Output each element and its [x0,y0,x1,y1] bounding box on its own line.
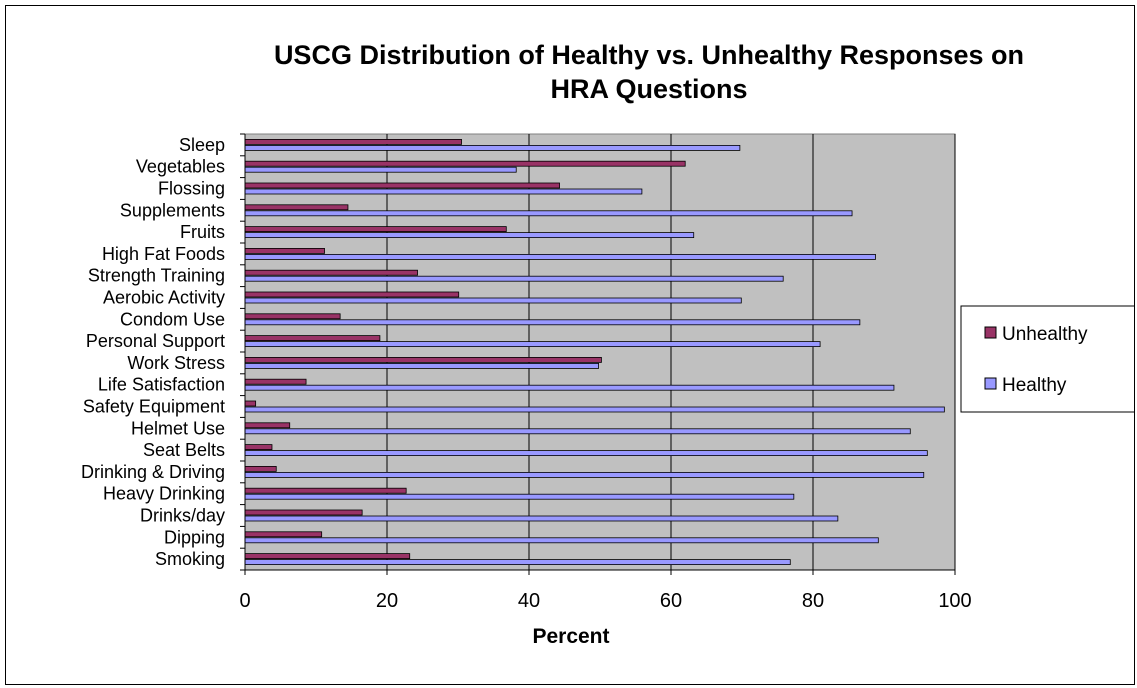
bar-healthy-condom-use [244,319,861,326]
category-label: Smoking [155,549,225,569]
bar-healthy-safety-equipment [244,406,945,413]
bar-healthy-sleep [244,144,741,151]
bar-unhealthy-work-stress [244,356,602,363]
bar-healthy-work-stress [244,362,599,369]
bar-unhealthy-drinks-day [244,509,363,516]
legend-label-unhealthy: Unhealthy [1002,324,1088,345]
legend-swatch-healthy [984,377,997,390]
category-label: Flossing [158,179,225,199]
category-label: Drinks/day [140,506,225,526]
legend-swatch-unhealthy [984,326,997,339]
y-axis: SleepVegetablesFlossingSupplementsFruits… [81,133,246,571]
plot-area [244,133,956,571]
bar-healthy-aerobic-activity [244,297,742,304]
legend-box [960,305,1134,413]
category-label: Aerobic Activity [103,288,225,308]
bar-unhealthy-safety-equipment [244,400,257,407]
category-label: Dipping [164,527,225,547]
bar-unhealthy-flossing [244,182,560,189]
bar-healthy-high-fat-foods [244,253,876,260]
x-tick-label: 40 [518,590,540,612]
bar-unhealthy-helmet-use [244,422,291,429]
bar-healthy-drinking-driving [244,471,925,478]
bar-unhealthy-vegetables [244,160,686,167]
category-label: Strength Training [88,266,225,286]
category-label: Safety Equipment [83,397,225,417]
bar-chart: USCG Distribution of Healthy vs. Unhealt… [81,40,1134,648]
bar-unhealthy-personal-support [244,335,381,342]
category-label: Supplements [120,200,225,220]
x-tick-label: 20 [376,590,398,612]
bar-unhealthy-strength-training [244,269,418,276]
x-tick-label: 80 [802,590,824,612]
bar-unhealthy-aerobic-activity [244,291,460,298]
category-label: Personal Support [86,331,225,351]
bar-unhealthy-sleep [244,138,462,145]
bar-unhealthy-life-satisfaction [244,378,307,385]
chart-title-line-2: HRA Questions [550,74,747,104]
bar-unhealthy-dipping [244,531,323,538]
x-tick-label: 60 [660,590,682,612]
bar-healthy-fruits [244,232,695,239]
x-axis: 0 20 40 60 80 100 [239,569,972,612]
chart-title-line-1: USCG Distribution of Healthy vs. Unhealt… [274,40,1024,70]
category-label: Sleep [179,135,225,155]
bar-healthy-life-satisfaction [244,384,895,391]
bar-healthy-strength-training [244,275,784,282]
bar-healthy-flossing [244,188,643,195]
bars [244,138,945,565]
bar-unhealthy-fruits [244,226,507,233]
category-label: Vegetables [136,157,225,177]
x-tick-label: 100 [938,590,971,612]
bar-unhealthy-drinking-driving [244,465,277,472]
bar-healthy-heavy-drinking [244,493,795,500]
bar-unhealthy-high-fat-foods [244,247,325,254]
bar-unhealthy-seat-belts [244,444,273,451]
x-axis-title: Percent [532,625,609,648]
category-label: Helmet Use [131,418,225,438]
bar-healthy-dipping [244,537,879,544]
category-label: Seat Belts [143,440,225,460]
bar-unhealthy-smoking [244,553,411,559]
x-tick-label: 0 [239,590,250,612]
bar-unhealthy-condom-use [244,313,341,320]
category-label: Heavy Drinking [103,484,225,504]
chart-frame: USCG Distribution of Healthy vs. Unhealt… [5,5,1135,685]
bar-healthy-supplements [244,210,853,217]
bar-unhealthy-supplements [244,204,349,211]
bar-healthy-personal-support [244,341,821,348]
bar-healthy-smoking [244,559,791,565]
bar-healthy-vegetables [244,166,517,173]
bar-healthy-helmet-use [244,428,911,435]
legend-label-healthy: Healthy [1002,375,1067,396]
legend: Unhealthy Healthy [960,305,1134,413]
bar-healthy-drinks-day [244,515,839,522]
category-label: Fruits [180,222,225,242]
category-label: Life Satisfaction [98,375,225,395]
bar-unhealthy-heavy-drinking [244,487,407,494]
bar-healthy-seat-belts [244,450,928,457]
category-label: High Fat Foods [102,244,225,264]
category-label: Work Stress [127,353,225,373]
category-label: Drinking & Driving [81,462,225,482]
category-label: Condom Use [120,309,225,329]
